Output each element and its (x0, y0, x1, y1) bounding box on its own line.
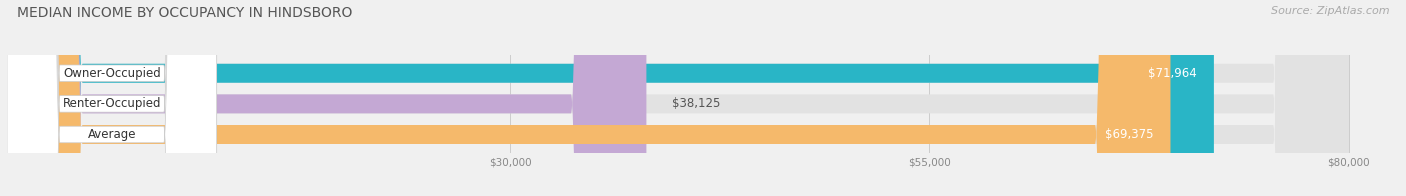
Text: Source: ZipAtlas.com: Source: ZipAtlas.com (1271, 6, 1389, 16)
Text: MEDIAN INCOME BY OCCUPANCY IN HINDSBORO: MEDIAN INCOME BY OCCUPANCY IN HINDSBORO (17, 6, 353, 20)
FancyBboxPatch shape (7, 0, 217, 196)
Text: $71,964: $71,964 (1149, 67, 1197, 80)
Text: Renter-Occupied: Renter-Occupied (63, 97, 162, 110)
Text: Average: Average (87, 128, 136, 141)
FancyBboxPatch shape (7, 0, 1213, 196)
FancyBboxPatch shape (7, 0, 217, 196)
FancyBboxPatch shape (7, 0, 647, 196)
FancyBboxPatch shape (7, 0, 1348, 196)
Text: $38,125: $38,125 (672, 97, 720, 110)
FancyBboxPatch shape (7, 0, 1348, 196)
FancyBboxPatch shape (7, 0, 1170, 196)
Text: $69,375: $69,375 (1105, 128, 1154, 141)
Text: Owner-Occupied: Owner-Occupied (63, 67, 160, 80)
FancyBboxPatch shape (7, 0, 1348, 196)
FancyBboxPatch shape (7, 0, 217, 196)
